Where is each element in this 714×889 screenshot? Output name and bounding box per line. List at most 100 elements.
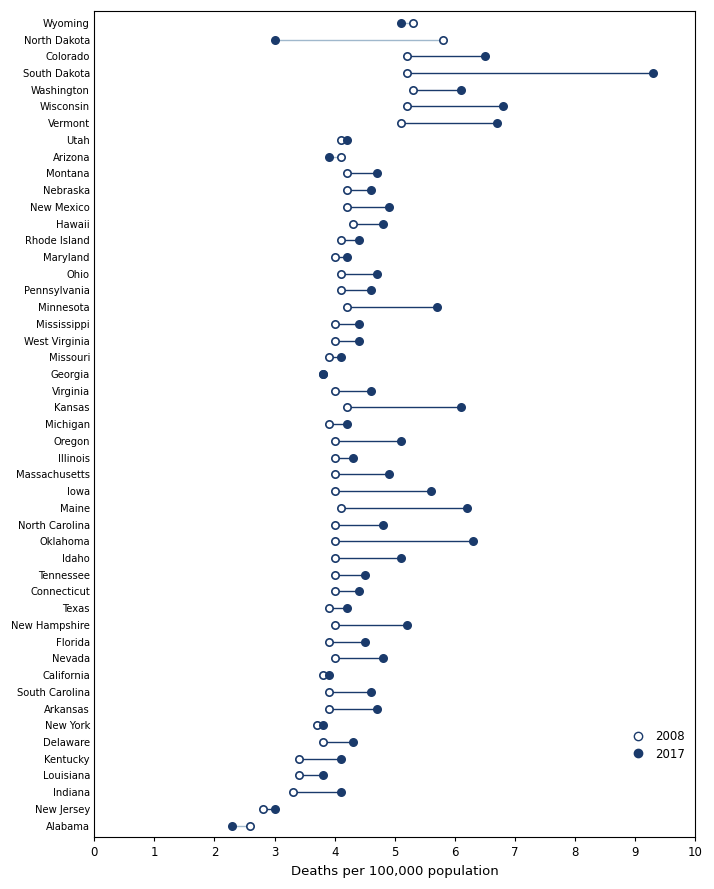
Point [383, 200, 395, 214]
Point [341, 601, 353, 615]
Point [329, 618, 341, 632]
Point [456, 83, 467, 97]
Point [395, 551, 406, 565]
Point [293, 751, 304, 765]
Point [365, 183, 376, 197]
Point [311, 718, 322, 733]
Point [498, 100, 509, 114]
Point [317, 367, 328, 381]
Point [335, 132, 346, 147]
Point [317, 367, 328, 381]
Point [323, 685, 334, 699]
Point [377, 216, 388, 230]
Point [353, 233, 364, 247]
Point [401, 100, 413, 114]
Point [395, 16, 406, 30]
Point [323, 350, 334, 364]
Point [401, 49, 413, 63]
Point [365, 284, 376, 298]
Point [383, 468, 395, 482]
Point [341, 400, 353, 414]
Point [395, 116, 406, 131]
Point [365, 384, 376, 398]
Point [335, 233, 346, 247]
Point [269, 32, 281, 46]
Point [329, 316, 341, 331]
Point [329, 551, 341, 565]
Point [341, 200, 353, 214]
Point [437, 32, 448, 46]
Point [341, 183, 353, 197]
Point [467, 534, 478, 549]
Point [359, 567, 371, 581]
Point [479, 49, 491, 63]
Point [287, 785, 298, 799]
Point [329, 250, 341, 264]
Point [347, 735, 358, 749]
Point [269, 802, 281, 816]
Point [329, 333, 341, 348]
Point [491, 116, 503, 131]
Point [371, 701, 383, 716]
Point [323, 635, 334, 649]
Point [329, 534, 341, 549]
Point [329, 517, 341, 532]
Point [341, 300, 353, 314]
Point [329, 434, 341, 448]
Point [335, 267, 346, 281]
Point [401, 66, 413, 80]
Point [431, 300, 443, 314]
Point [341, 250, 353, 264]
Legend: 2008, 2017: 2008, 2017 [622, 725, 690, 765]
Point [329, 384, 341, 398]
Point [329, 484, 341, 498]
Point [353, 584, 364, 598]
Point [329, 584, 341, 598]
Point [341, 132, 353, 147]
Point [335, 350, 346, 364]
Point [347, 216, 358, 230]
Point [425, 484, 436, 498]
Point [293, 768, 304, 782]
Point [329, 468, 341, 482]
Point [317, 768, 328, 782]
Point [377, 517, 388, 532]
Point [353, 316, 364, 331]
Point [329, 567, 341, 581]
Point [323, 149, 334, 164]
Point [323, 668, 334, 682]
Point [335, 785, 346, 799]
Point [323, 417, 334, 431]
Point [407, 16, 418, 30]
Point [456, 400, 467, 414]
Point [335, 751, 346, 765]
Point [359, 635, 371, 649]
Point [401, 618, 413, 632]
Point [317, 735, 328, 749]
Point [341, 417, 353, 431]
Point [227, 819, 238, 833]
Point [335, 284, 346, 298]
Point [245, 819, 256, 833]
Point [323, 701, 334, 716]
Point [317, 718, 328, 733]
Point [341, 166, 353, 180]
X-axis label: Deaths per 100,000 population: Deaths per 100,000 population [291, 865, 498, 878]
Point [323, 601, 334, 615]
Point [335, 501, 346, 515]
Point [317, 668, 328, 682]
Point [371, 267, 383, 281]
Point [648, 66, 659, 80]
Point [395, 434, 406, 448]
Point [365, 685, 376, 699]
Point [257, 802, 268, 816]
Point [461, 501, 473, 515]
Point [407, 83, 418, 97]
Point [347, 451, 358, 465]
Point [329, 652, 341, 666]
Point [335, 149, 346, 164]
Point [353, 333, 364, 348]
Point [377, 652, 388, 666]
Point [329, 451, 341, 465]
Point [371, 166, 383, 180]
